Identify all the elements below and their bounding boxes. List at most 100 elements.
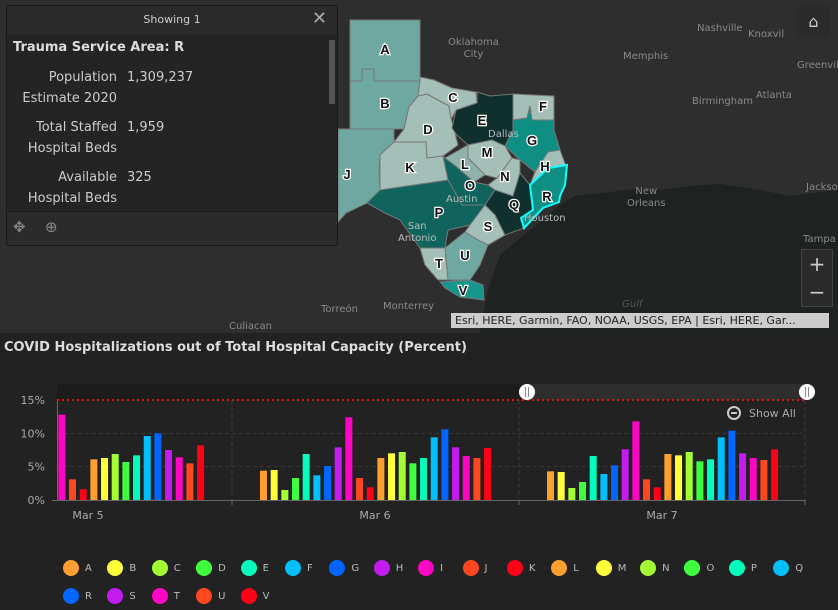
legend-swatch-icon <box>728 560 745 576</box>
legend-item-m[interactable]: M <box>595 554 640 582</box>
legend-item-e[interactable]: E <box>240 554 285 582</box>
legend-swatch-icon <box>151 560 168 576</box>
legend-swatch-icon <box>284 560 301 576</box>
popup-content[interactable]: Trauma Service Area: R Population Estimat… <box>9 36 336 214</box>
move-icon[interactable]: ✥ <box>13 218 26 236</box>
legend-item-u[interactable]: U <box>196 582 240 610</box>
y-tick-label: 5% <box>28 461 45 474</box>
range-slider-handle[interactable] <box>799 384 815 400</box>
legend-label: V <box>262 590 270 602</box>
legend-item-f[interactable]: F <box>284 554 329 582</box>
region-label-j: J <box>343 167 350 182</box>
bar-m-mar-6 <box>388 453 396 500</box>
bar-n-mar-5 <box>111 454 119 500</box>
bar-o-mar-5 <box>122 462 130 500</box>
legend-item-l[interactable]: L <box>551 554 595 582</box>
region-u[interactable] <box>444 231 489 281</box>
legend-label: L <box>573 562 579 574</box>
popup-footer: ✥ ⊕ <box>7 211 337 245</box>
field-row: Available Hospital Beds 325 <box>9 167 336 209</box>
field-label-line: Hospital Beds <box>27 191 117 206</box>
legend-item-h[interactable]: H <box>373 554 418 582</box>
region-t[interactable] <box>419 247 449 281</box>
city-greenville: Greenvill <box>797 60 838 71</box>
show-all-button[interactable]: Show All <box>727 406 796 420</box>
legend-item-s[interactable]: S <box>107 582 151 610</box>
range-slider-handle[interactable] <box>519 384 535 400</box>
bar-u-mar-6 <box>473 458 481 500</box>
legend-item-p[interactable]: P <box>728 554 773 582</box>
legend-swatch-icon <box>107 588 124 604</box>
field-row: Total Staffed Hospital Beds 1,959 <box>9 117 336 159</box>
map-canvas: A B C D E F GH J K LMN O P Q R S T U V <box>337 19 838 333</box>
city-torreon: Torreón <box>321 304 358 315</box>
field-value: 325 <box>127 170 152 185</box>
legend-swatch-icon <box>240 560 257 576</box>
legend-item-j[interactable]: J <box>462 554 507 582</box>
legend-label: D <box>218 562 226 574</box>
bar-t-mar-7 <box>749 458 757 500</box>
legend-label: Q <box>795 562 804 574</box>
legend-label: N <box>662 562 670 574</box>
region-label-h: H <box>540 159 549 174</box>
legend-swatch-icon <box>196 588 213 604</box>
bar-t-mar-5 <box>175 457 183 500</box>
region-label-l: L <box>461 157 469 172</box>
bar-b-mar-7 <box>557 472 565 500</box>
legend-swatch-icon <box>418 560 435 576</box>
legend-item-a[interactable]: A <box>63 554 107 582</box>
region-label-o: O <box>465 178 475 193</box>
bar-p-mar-5 <box>133 455 141 500</box>
legend-swatch-icon <box>506 560 523 576</box>
bar-a-mar-7 <box>547 471 554 500</box>
city-atlanta: Atlanta <box>756 90 792 101</box>
region-label-p: P <box>435 205 444 220</box>
y-tick-label: 0% <box>28 494 45 507</box>
y-tick-label: 15% <box>21 394 45 407</box>
legend-item-q[interactable]: Q <box>773 554 817 582</box>
bar-s-mar-7 <box>739 453 747 500</box>
field-label: Available Hospital Beds <box>9 167 117 209</box>
zoom-in-button[interactable]: + <box>808 252 826 276</box>
legend-item-r[interactable]: R <box>63 582 107 610</box>
legend-item-t[interactable]: T <box>151 582 196 610</box>
popup-scrollbar[interactable] <box>329 40 335 104</box>
legend-item-n[interactable]: N <box>640 554 684 582</box>
region-f[interactable] <box>512 93 555 121</box>
legend-item-b[interactable]: B <box>107 554 151 582</box>
region-p[interactable] <box>366 179 486 249</box>
city-birmingham: Birmingham <box>692 96 753 107</box>
bar-i-mar-5 <box>58 414 66 500</box>
region-r-selected[interactable] <box>519 163 569 230</box>
city-culiacan: Culiacan <box>229 321 272 332</box>
field-row: Population Estimate 2020 1,309,237 <box>9 67 336 109</box>
bar-q-mar-5 <box>143 436 151 500</box>
legend-item-d[interactable]: D <box>196 554 240 582</box>
zoom-to-icon[interactable]: ⊕ <box>45 218 58 236</box>
legend-label: C <box>173 562 181 574</box>
field-label: Population Estimate 2020 <box>9 67 117 109</box>
home-button[interactable]: ⌂ <box>797 5 830 38</box>
legend-item-i[interactable]: I <box>418 554 462 582</box>
zoom-out-button[interactable]: − <box>808 280 826 304</box>
city-jackson: Jackso <box>806 182 838 193</box>
bar-s-mar-5 <box>165 450 173 500</box>
bar-j-mar-5 <box>69 479 77 500</box>
bar-l-mar-6 <box>377 458 385 500</box>
legend-item-g[interactable]: G <box>329 554 373 582</box>
region-v[interactable] <box>438 279 485 301</box>
field-value: 1,309,237 <box>127 70 194 85</box>
bar-a-mar-6 <box>260 470 267 500</box>
legend-item-c[interactable]: C <box>151 554 196 582</box>
legend-swatch-icon <box>640 560 657 576</box>
region-label-g: G <box>527 133 537 148</box>
legend-item-o[interactable]: O <box>684 554 728 582</box>
bar-chart[interactable]: 0% 5% 10% 15% Mar 5 Mar 6 Mar 7 <box>0 370 838 520</box>
legend-label: B <box>129 562 137 574</box>
close-icon[interactable]: ✕ <box>311 8 327 29</box>
city-oklahoma: Oklahoma <box>448 37 499 48</box>
legend-label: I <box>440 562 444 574</box>
legend-item-v[interactable]: V <box>240 582 285 610</box>
legend-item-k[interactable]: K <box>506 554 551 582</box>
